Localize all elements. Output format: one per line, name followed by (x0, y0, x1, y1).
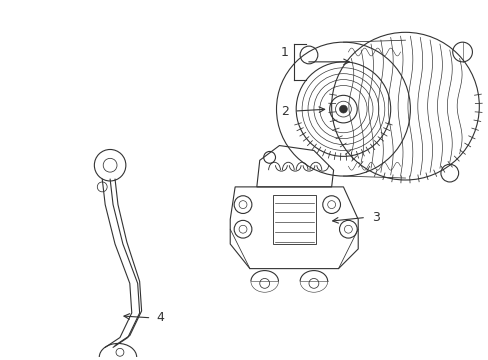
Text: 1: 1 (280, 45, 288, 59)
Circle shape (339, 105, 346, 113)
Text: 2: 2 (281, 105, 289, 118)
Text: 3: 3 (371, 211, 379, 224)
Text: 4: 4 (156, 311, 164, 324)
